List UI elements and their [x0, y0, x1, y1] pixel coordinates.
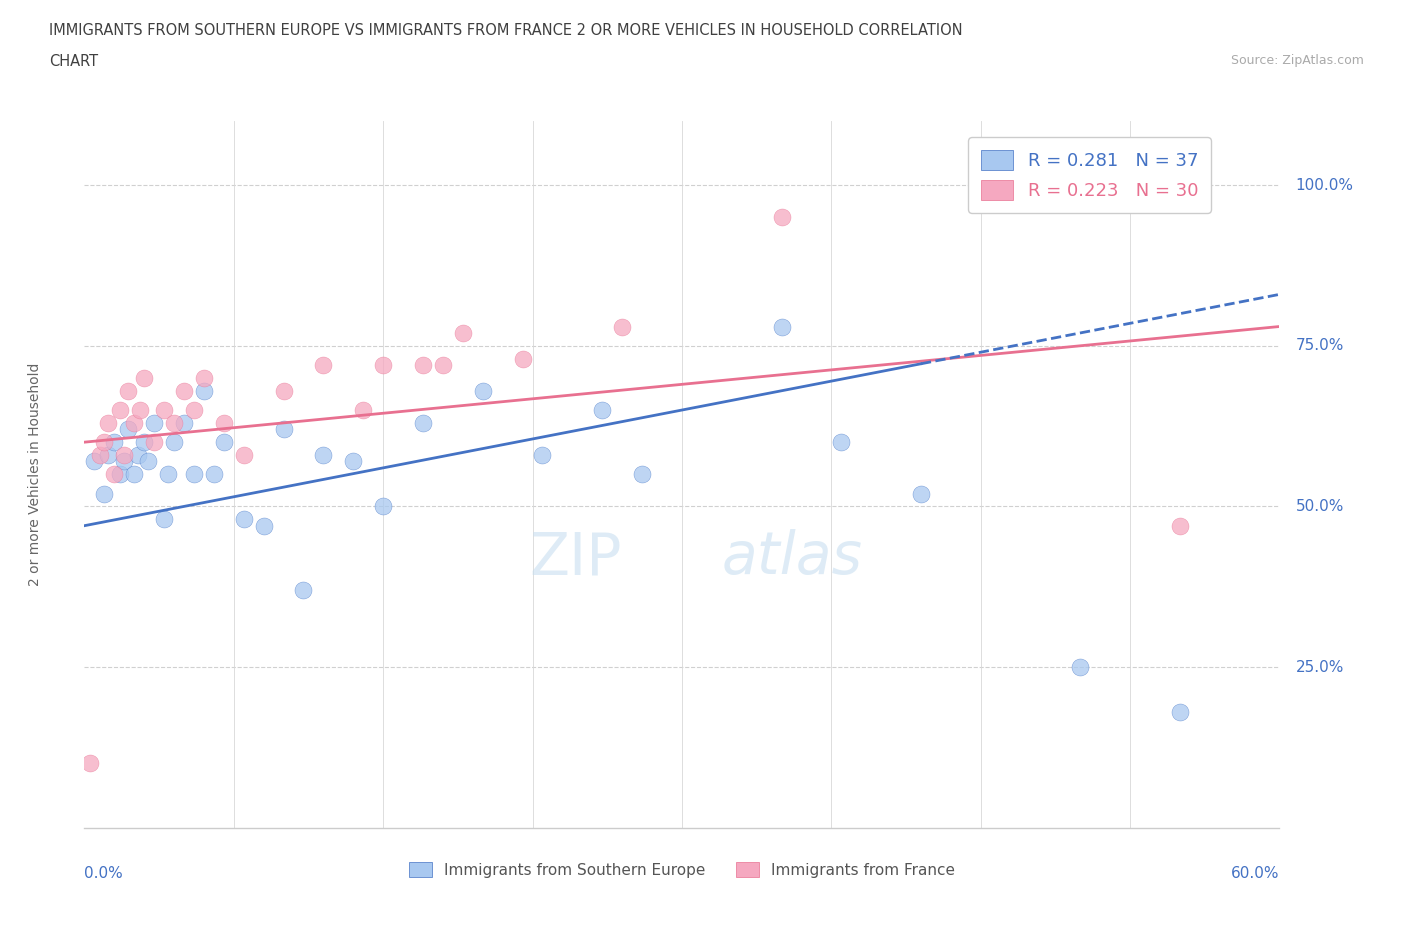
Point	[312, 358, 335, 373]
Point	[591, 403, 613, 418]
Point	[292, 582, 315, 597]
Point	[110, 467, 132, 482]
Point	[153, 403, 176, 418]
Point	[143, 434, 166, 449]
Point	[273, 422, 295, 437]
Point	[212, 416, 235, 431]
Text: ZIP: ZIP	[530, 529, 623, 586]
Point	[122, 416, 145, 431]
Text: atlas: atlas	[721, 529, 863, 586]
Point	[612, 319, 634, 334]
Point	[352, 403, 374, 418]
Point	[173, 416, 195, 431]
Text: CHART: CHART	[49, 54, 98, 69]
Point	[232, 447, 254, 462]
Text: 0.0%: 0.0%	[84, 866, 124, 882]
Point	[471, 383, 494, 398]
Point	[212, 434, 235, 449]
Point	[103, 467, 125, 482]
Point	[163, 434, 186, 449]
Point	[1168, 705, 1191, 720]
Point	[183, 403, 205, 418]
Point	[93, 434, 115, 449]
Point	[373, 499, 395, 514]
Point	[173, 383, 195, 398]
Point	[312, 447, 335, 462]
Point	[97, 447, 120, 462]
Point	[193, 383, 215, 398]
Point	[136, 454, 159, 469]
Point	[157, 467, 180, 482]
Point	[1069, 659, 1091, 674]
Point	[117, 422, 139, 437]
Point	[451, 326, 474, 340]
Text: 50.0%: 50.0%	[1295, 498, 1344, 514]
Point	[910, 486, 932, 501]
Point	[143, 416, 166, 431]
Point	[273, 383, 295, 398]
Point	[183, 467, 205, 482]
Point	[129, 403, 152, 418]
Point	[110, 403, 132, 418]
Point	[531, 447, 554, 462]
Point	[412, 358, 434, 373]
Point	[253, 518, 276, 533]
Point	[93, 486, 115, 501]
Text: IMMIGRANTS FROM SOUTHERN EUROPE VS IMMIGRANTS FROM FRANCE 2 OR MORE VEHICLES IN : IMMIGRANTS FROM SOUTHERN EUROPE VS IMMIG…	[49, 23, 963, 38]
Point	[412, 416, 434, 431]
Point	[132, 370, 156, 385]
Point	[163, 416, 186, 431]
Text: 100.0%: 100.0%	[1295, 178, 1354, 193]
Point	[117, 383, 139, 398]
Point	[153, 512, 176, 526]
Point	[122, 467, 145, 482]
Point	[83, 454, 105, 469]
Point	[1168, 518, 1191, 533]
Point	[770, 319, 793, 334]
Text: 60.0%: 60.0%	[1232, 866, 1279, 882]
Point	[830, 434, 852, 449]
Point	[232, 512, 254, 526]
Point	[432, 358, 454, 373]
Point	[631, 467, 654, 482]
Point	[512, 352, 534, 366]
Legend: Immigrants from Southern Europe, Immigrants from France: Immigrants from Southern Europe, Immigra…	[402, 856, 962, 884]
Point	[193, 370, 215, 385]
Point	[132, 434, 156, 449]
Point	[79, 756, 101, 771]
Text: 2 or more Vehicles in Household: 2 or more Vehicles in Household	[28, 363, 42, 586]
Point	[127, 447, 149, 462]
Point	[89, 447, 111, 462]
Text: 25.0%: 25.0%	[1295, 659, 1344, 674]
Point	[112, 447, 135, 462]
Point	[770, 210, 793, 225]
Text: Source: ZipAtlas.com: Source: ZipAtlas.com	[1230, 54, 1364, 67]
Point	[97, 416, 120, 431]
Point	[373, 358, 395, 373]
Text: 75.0%: 75.0%	[1295, 339, 1344, 353]
Point	[103, 434, 125, 449]
Point	[342, 454, 364, 469]
Point	[112, 454, 135, 469]
Point	[202, 467, 225, 482]
